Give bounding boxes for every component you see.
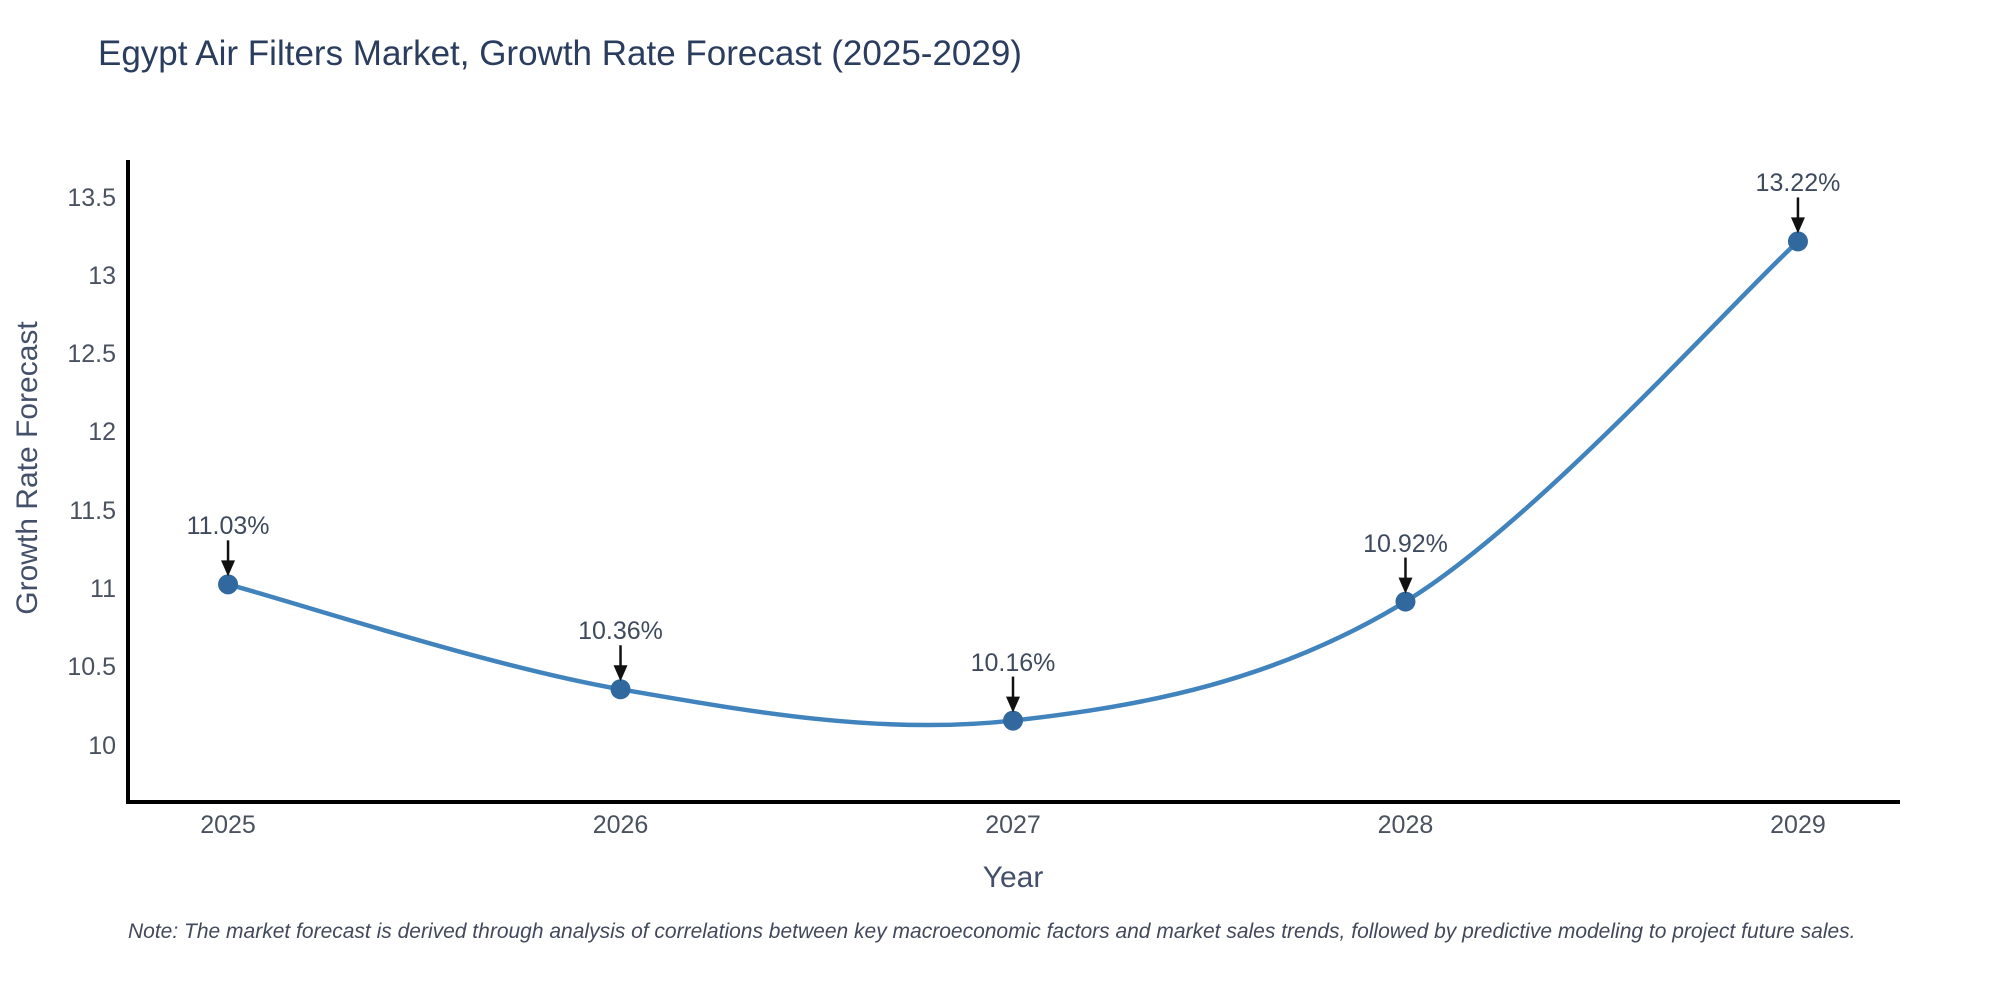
x-axis-title: Year [982,861,1044,894]
data-point-marker [1787,231,1808,252]
point-annotation: 11.03% [186,512,270,541]
y-tick-label: 12 [88,418,116,447]
forecast-line [225,239,1801,728]
point-annotation: 10.92% [1363,529,1448,558]
y-tick-label: 12.5 [67,340,116,369]
y-tick-label: 11.5 [69,496,116,525]
x-tick-label: 2027 [985,811,1041,839]
point-annotation: 10.16% [970,648,1056,677]
data-point-marker [218,574,239,595]
point-annotation: 13.22% [1755,169,1841,198]
y-tick-label: 10.5 [67,653,116,682]
x-tick-label: 2028 [1377,811,1434,839]
y-tick-label: 11 [90,575,116,604]
x-tick-label: 2026 [592,811,649,839]
point-annotation: 10.36% [578,617,663,646]
y-tick-label: 13 [88,261,116,290]
data-point-marker [610,679,631,700]
annotation-arrow-head [1398,577,1413,594]
x-tick-label: 2025 [200,811,256,839]
annotation-arrow-head [1790,217,1805,234]
y-tick-label: 10 [88,731,116,760]
x-tick-label: 2029 [1770,811,1826,839]
annotation-arrow-head [613,665,628,682]
data-point-marker [1395,591,1416,612]
chart-footnote: Note: The market forecast is derived thr… [128,920,1856,943]
y-tick-label: 13.5 [67,183,116,212]
annotation-arrow-head [221,560,236,577]
data-point-marker [1003,710,1023,731]
chart-title: Egypt Air Filters Market, Growth Rate Fo… [98,34,1022,73]
annotation-arrow-head [1006,696,1020,713]
